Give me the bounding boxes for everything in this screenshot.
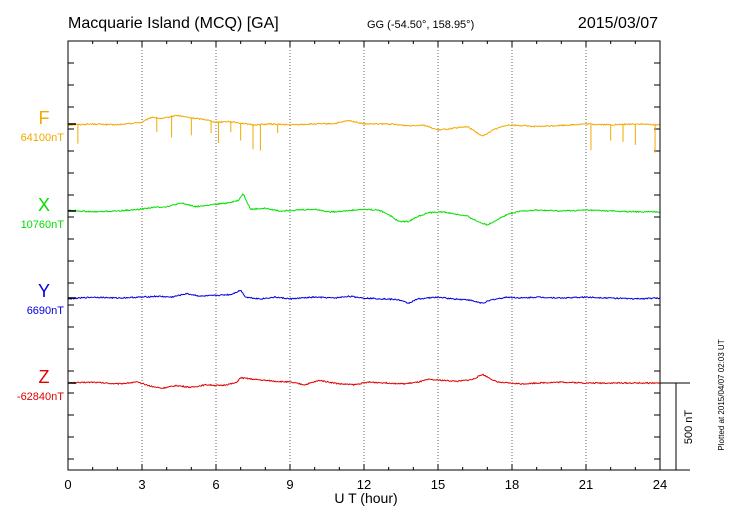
scale-bar: 500 nT	[660, 382, 695, 471]
series-y-name: Y	[38, 281, 50, 301]
station-title: Macquarie Island (MCQ) [GA]	[68, 15, 279, 32]
series-z-line	[67, 373, 661, 389]
x-tick-label: 24	[653, 477, 667, 492]
x-axis-label: U T (hour)	[334, 490, 397, 506]
x-tick-label: 18	[505, 477, 519, 492]
series-z-baseline-label: -62840nT	[17, 391, 64, 403]
station-coordinates: GG (-54.50°, 158.95°)	[367, 19, 474, 31]
series-z-name: Z	[39, 367, 50, 387]
series-f-line	[67, 114, 661, 137]
plotted-timestamp: Plotted at 2015/04/07 02:03 UT	[717, 339, 726, 450]
x-tick-label: 12	[357, 477, 371, 492]
series-group	[67, 114, 661, 389]
grid	[68, 41, 660, 470]
series-x-name: X	[38, 195, 50, 215]
plot-date: 2015/03/07	[578, 15, 658, 32]
series-x-line	[68, 193, 661, 226]
x-tick-label: 9	[286, 477, 293, 492]
series-y-baseline-label: 6690nT	[27, 305, 65, 317]
series-f-name: F	[39, 108, 50, 128]
x-tick-label: 3	[138, 477, 145, 492]
scale-bar-label: 500 nT	[683, 410, 695, 445]
x-tick-label: 6	[212, 477, 219, 492]
series-labels: F 64100nT X 10760nT Y 6690nT Z -62840nT	[17, 108, 76, 403]
x-tick-label: 0	[64, 477, 71, 492]
x-tick-label: 15	[431, 477, 445, 492]
series-f-baseline-label: 64100nT	[21, 132, 65, 144]
series-y-line	[67, 289, 661, 305]
plot-frame	[67, 40, 661, 471]
x-axis: 0 3 6 9 12 15 18 21 24	[64, 41, 667, 492]
series-x-baseline-label: 10760nT	[21, 219, 65, 231]
x-tick-label: 21	[579, 477, 593, 492]
